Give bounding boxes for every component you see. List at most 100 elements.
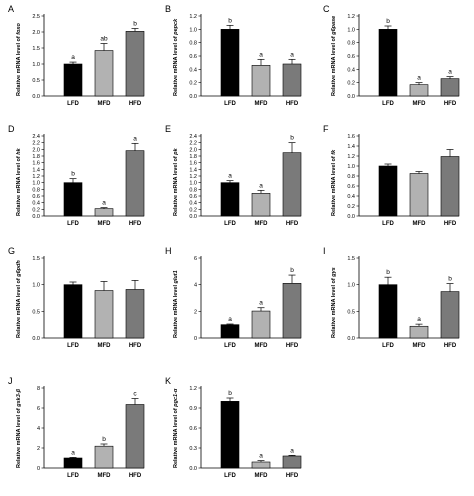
category-label: MFD bbox=[255, 221, 269, 227]
panel-label: K bbox=[165, 376, 171, 386]
y-tick-label: 0.6 bbox=[189, 54, 197, 60]
y-axis-label-text: Relative mRNA level of bbox=[331, 35, 337, 96]
panel-label: A bbox=[8, 4, 14, 14]
bar-hfd bbox=[440, 291, 460, 339]
y-tick-label: 1.0 bbox=[32, 283, 40, 289]
bar-mfd bbox=[94, 290, 114, 339]
significance-letter: b bbox=[290, 267, 294, 274]
category-label: MFD bbox=[413, 221, 427, 227]
significance-letter: a bbox=[417, 75, 421, 82]
y-tick-label: 0.8 bbox=[32, 187, 40, 193]
y-tick-label: 2.0 bbox=[32, 147, 40, 153]
category-label: HFD bbox=[444, 221, 457, 227]
y-tick-label: 0.4 bbox=[189, 67, 197, 73]
y-tick-label: 4 bbox=[37, 426, 40, 432]
y-tick-label: 0.0 bbox=[32, 214, 40, 220]
y-tick-label: 0.4 bbox=[32, 201, 40, 207]
category-label: HFD bbox=[286, 221, 299, 227]
chart-panel-F: F Relative mRNA level of fk 0.0 0.2 0.4 0.6 0.… bbox=[323, 124, 460, 227]
panel-label: D bbox=[8, 124, 15, 134]
bar-lfd bbox=[63, 182, 83, 217]
bar-lfd bbox=[220, 29, 240, 97]
significance-letter: a bbox=[259, 300, 263, 307]
y-tick-label: 1.6 bbox=[32, 161, 40, 167]
category-label: HFD bbox=[129, 343, 142, 349]
y-tick-label: 2.4 bbox=[189, 134, 197, 140]
y-axis-label-text: Relative mRNA level of bbox=[16, 35, 22, 96]
y-axis-label-text: Relative mRNA level of bbox=[173, 407, 179, 468]
category-label: LFD bbox=[67, 101, 79, 107]
significance-letter: b bbox=[228, 390, 232, 397]
y-tick-label: 0.0 bbox=[189, 214, 197, 220]
category-label: LFD bbox=[224, 473, 236, 479]
y-tick-label: 0.8 bbox=[189, 41, 197, 47]
y-tick-label: 1.4 bbox=[32, 167, 40, 173]
panel-label: F bbox=[323, 124, 329, 134]
y-axis-label-text: Relative mRNA level bbox=[173, 283, 179, 338]
significance-letter: a bbox=[259, 182, 263, 189]
y-tick-label: 1.0 bbox=[347, 164, 355, 170]
y-tick-label: 6 bbox=[37, 406, 40, 412]
y-tick-label: 0.2 bbox=[347, 81, 355, 87]
y-tick-label: 0.6 bbox=[347, 184, 355, 190]
category-label: LFD bbox=[67, 221, 79, 227]
y-tick-label: 0.2 bbox=[189, 207, 197, 213]
y-axis-label-gene: foxo bbox=[16, 23, 22, 35]
y-tick-label: 1.0 bbox=[189, 181, 197, 187]
category-label: LFD bbox=[382, 221, 394, 227]
bar-hfd bbox=[282, 152, 302, 217]
bar-hfd bbox=[125, 150, 145, 217]
y-axis-label: Relative mRNA level of g6pdh bbox=[16, 260, 22, 338]
y-tick-label: 0 bbox=[194, 336, 197, 342]
y-tick-label: 8 bbox=[37, 386, 40, 392]
significance-letter: a bbox=[259, 453, 263, 460]
significance-letter: a bbox=[259, 51, 263, 58]
bar-lfd bbox=[378, 165, 398, 217]
bar-lfd bbox=[220, 324, 240, 339]
category-label: HFD bbox=[129, 473, 142, 479]
bar-mfd bbox=[409, 173, 429, 217]
category-label: LFD bbox=[67, 473, 79, 479]
y-tick-label: 0.8 bbox=[347, 41, 355, 47]
significance-letter: b bbox=[102, 436, 106, 443]
significance-letter: b bbox=[71, 171, 75, 178]
significance-letter: a bbox=[228, 173, 232, 180]
panel-label: B bbox=[165, 4, 171, 14]
y-axis-label-text: Relative mRNA level of bbox=[331, 277, 337, 338]
y-tick-label: 1.0 bbox=[32, 62, 40, 68]
chart-panel-A: A Relative mRNA level of foxo 0.0 0.5 1.0 1.5… bbox=[8, 4, 145, 107]
y-axis-label: Relative mRNA level of foxo bbox=[16, 23, 22, 96]
y-tick-label: 2.2 bbox=[189, 141, 197, 147]
bar-lfd bbox=[63, 63, 83, 97]
bar-mfd bbox=[94, 208, 114, 217]
significance-letter: a bbox=[71, 449, 75, 456]
y-tick-label: 2.0 bbox=[189, 147, 197, 153]
category-label: LFD bbox=[67, 343, 79, 349]
y-tick-label: 0.8 bbox=[189, 187, 197, 193]
y-axis-label-gene: pk bbox=[173, 147, 179, 155]
category-label: HFD bbox=[286, 101, 299, 107]
y-tick-label: 0.0 bbox=[189, 466, 197, 472]
y-axis-label: Relative mRNA level of pk bbox=[173, 147, 179, 216]
bar-lfd bbox=[378, 29, 398, 97]
category-label: LFD bbox=[224, 101, 236, 107]
y-axis-label-gene: hk bbox=[16, 147, 22, 154]
y-axis-label: Relative mRNA level of pepck bbox=[173, 18, 179, 96]
y-axis-label-gene: gsk3-β bbox=[16, 388, 22, 407]
y-tick-label: 0.3 bbox=[189, 446, 197, 452]
chart-panel-H: H Relative mRNA level glut1 0 2 4 6 a LFD a MFD b H… bbox=[165, 246, 302, 349]
y-tick-label: 1.8 bbox=[189, 154, 197, 160]
y-tick-label: 0.0 bbox=[189, 94, 197, 100]
significance-letter: b bbox=[290, 135, 294, 142]
y-axis-label: Relative mRNA level of fk bbox=[331, 149, 337, 216]
category-label: HFD bbox=[444, 343, 457, 349]
y-tick-label: 1.0 bbox=[189, 27, 197, 33]
bar-hfd bbox=[282, 283, 302, 339]
y-tick-label: 1.5 bbox=[32, 46, 40, 52]
y-tick-label: 0.4 bbox=[347, 194, 355, 200]
